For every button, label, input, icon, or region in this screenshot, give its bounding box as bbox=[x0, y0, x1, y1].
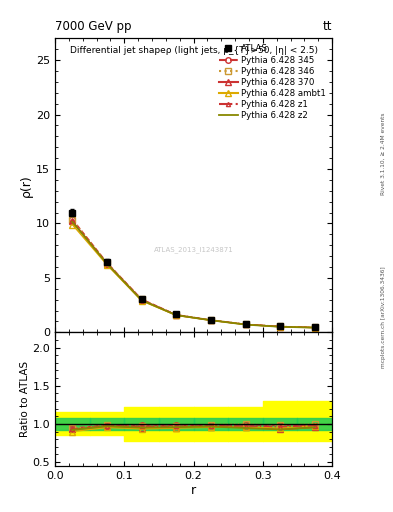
Text: mcplots.cern.ch [arXiv:1306.3436]: mcplots.cern.ch [arXiv:1306.3436] bbox=[381, 267, 386, 368]
Text: tt: tt bbox=[323, 20, 332, 33]
X-axis label: r: r bbox=[191, 483, 196, 497]
Text: Differential jet shapeρ (light jets, p_{T}>50, |η| < 2.5): Differential jet shapeρ (light jets, p_{… bbox=[70, 46, 318, 55]
Text: Rivet 3.1.10, ≥ 2.4M events: Rivet 3.1.10, ≥ 2.4M events bbox=[381, 112, 386, 195]
Text: ATLAS_2013_I1243871: ATLAS_2013_I1243871 bbox=[154, 247, 233, 253]
Y-axis label: ρ(r): ρ(r) bbox=[20, 174, 33, 197]
Y-axis label: Ratio to ATLAS: Ratio to ATLAS bbox=[20, 361, 29, 437]
Legend: ATLAS, Pythia 6.428 345, Pythia 6.428 346, Pythia 6.428 370, Pythia 6.428 ambt1,: ATLAS, Pythia 6.428 345, Pythia 6.428 34… bbox=[215, 41, 329, 124]
Text: 7000 GeV pp: 7000 GeV pp bbox=[55, 20, 132, 33]
